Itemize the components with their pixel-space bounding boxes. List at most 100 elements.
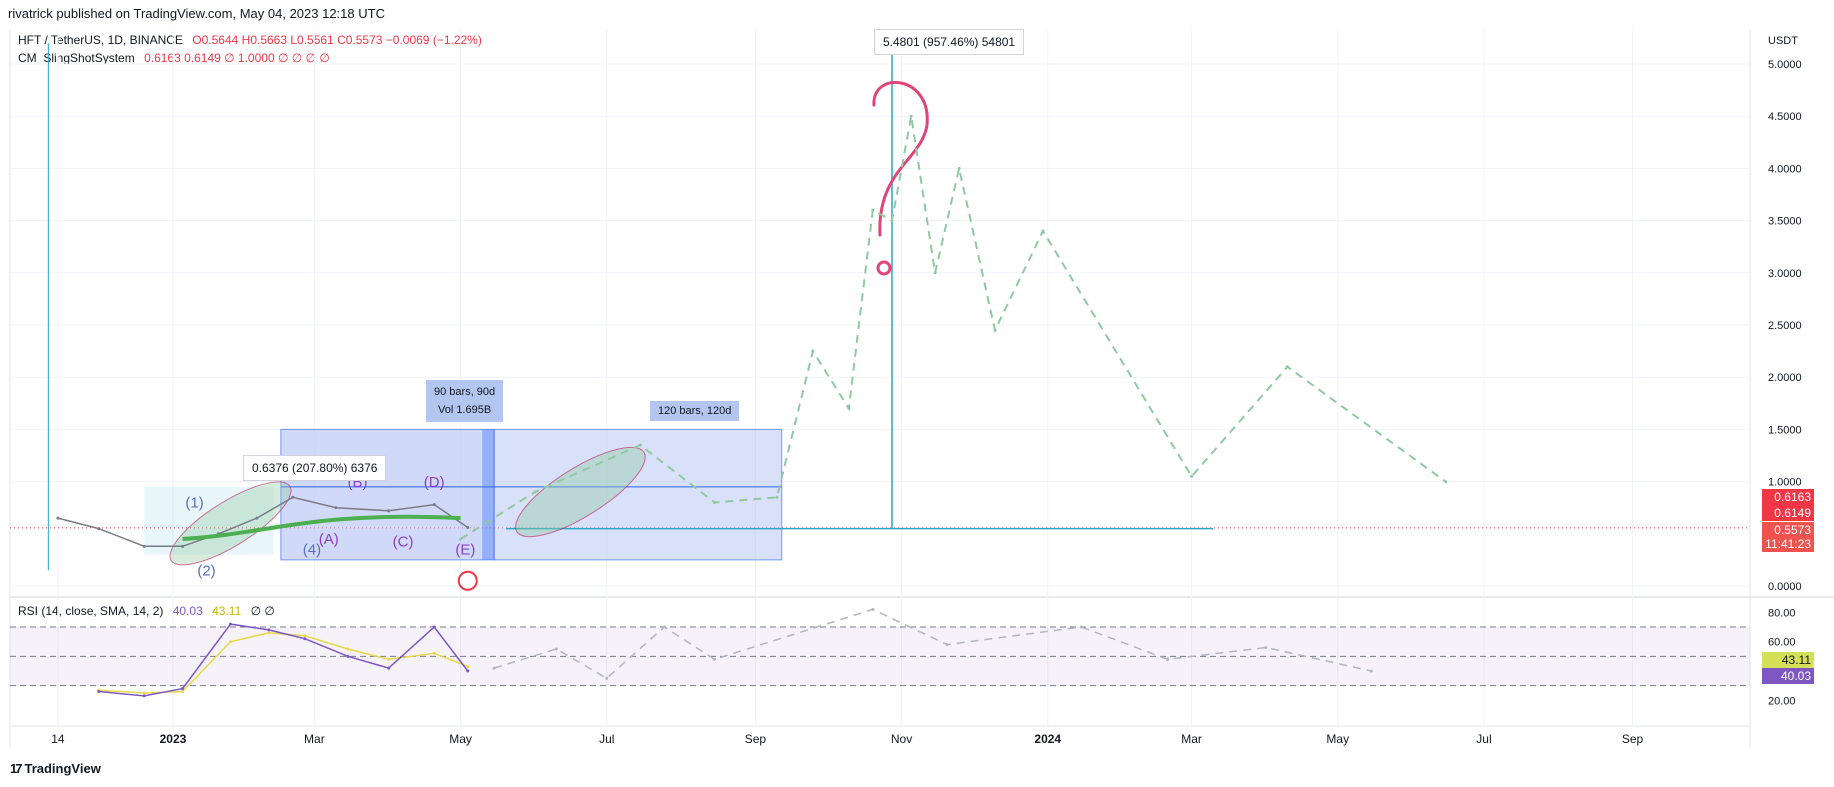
projection-point [1190, 474, 1194, 478]
rsi-point [228, 622, 232, 626]
rsi-point [303, 637, 307, 641]
y-tick-label: 4.0000 [1768, 163, 1802, 175]
projection-point [459, 537, 463, 541]
rsi-projection-point [492, 666, 496, 670]
rsi-projection-point [713, 657, 717, 661]
rsi-extra-values: ∅ ∅ [250, 604, 275, 618]
rsi-sma-value: 43.11 [212, 604, 242, 618]
wave-label: (D) [424, 474, 445, 491]
rsi-band [10, 626, 1750, 687]
price-point [387, 509, 391, 513]
projection-point [1444, 480, 1448, 484]
tradingview-logo[interactable]: 17 TradingView [10, 761, 101, 776]
sling-shot-ema [182, 514, 461, 542]
price-tag-last: 0.5573 11:41:23 [1762, 522, 1814, 552]
y-tick-label: 0.0000 [1768, 581, 1802, 593]
rsi-sma-point [142, 691, 146, 695]
rsi-sma-point [267, 631, 271, 635]
question-mark-dot [876, 260, 892, 276]
rsi-point [346, 654, 350, 658]
ohlc-values: O0.5644 H0.5663 L0.5561 C0.5573 −0.0069 … [192, 33, 482, 47]
indicator-title[interactable]: CM_SlingShotSystem [18, 51, 135, 65]
x-tick-label: Mar [304, 732, 325, 746]
symbol-title[interactable]: HFT / TetherUS, 1D, BINANCE [18, 33, 183, 47]
rsi-sma-point [228, 640, 232, 644]
brand-name: TradingView [24, 761, 101, 776]
rsi-projection-point [1166, 657, 1170, 661]
wave-label: (E) [455, 542, 475, 559]
projection-point [957, 166, 961, 170]
x-tick-label: Mar [1181, 732, 1202, 746]
projection-point [775, 495, 779, 499]
currency-label: USDT [1768, 35, 1798, 47]
rsi-title[interactable]: RSI (14, close, SMA, 14, 2) [18, 604, 164, 618]
rsi-point [142, 694, 146, 698]
rsi-projection-point [662, 625, 666, 629]
projection-point [993, 328, 997, 332]
indicator-values: 0.6163 0.6149 ∅ 1.0000 ∅ ∅ ∅ ∅ [144, 51, 330, 65]
x-tick-label: Sep [1622, 732, 1644, 746]
price-point [97, 527, 101, 531]
x-tick-label: Jul [599, 732, 614, 746]
projection-point [811, 349, 815, 353]
y-tick-label: 3.5000 [1768, 216, 1802, 228]
rsi-projection-point [1079, 625, 1083, 629]
rsi-projection-point [1369, 669, 1373, 673]
indicator-legend[interactable]: CM_SlingShotSystem 0.6163 0.6149 ∅ 1.000… [18, 51, 330, 65]
price-point [56, 516, 60, 520]
tradingview-mark-icon: 17 [10, 761, 23, 776]
x-tick-label: May [449, 732, 472, 746]
rsi-tick-label: 20.00 [1768, 695, 1796, 707]
rsi-tick-label: 60.00 [1768, 637, 1796, 649]
series-layer [56, 114, 1448, 698]
drawings-layer [10, 43, 1750, 571]
publisher-line: rivatrick published on TradingView.com, … [8, 6, 385, 21]
price-tag-sling-fast: 0.6163 [1762, 489, 1814, 505]
rsi-projection-point [1264, 646, 1268, 650]
ellipse-left [169, 481, 292, 566]
price-point [466, 526, 470, 530]
range-label-90: 90 bars, 90d Vol 1.695B [426, 380, 504, 422]
price-point [291, 495, 295, 499]
rsi-point [466, 669, 470, 673]
wave-label: (2) [197, 563, 215, 580]
price-point [181, 544, 185, 548]
wave-label: (4) [303, 542, 321, 559]
rsi-sma-point [466, 664, 470, 668]
projection-point [638, 443, 642, 447]
price-point [334, 506, 338, 510]
x-tick-label: 14 [51, 732, 65, 746]
rsi-point [387, 666, 391, 670]
rsi-tag: 40.03 [1762, 668, 1814, 684]
x-tick-label: 2024 [1034, 732, 1061, 746]
projection-point [713, 500, 717, 504]
measure-label-top: 5.4801 (957.46%) 54801 [874, 29, 1025, 55]
rsi-sma-tag: 43.11 [1762, 652, 1814, 668]
rsi-sma-point [181, 690, 185, 694]
projection-point [1041, 229, 1045, 233]
us-flag-event-icon [457, 570, 478, 591]
rsi-point [267, 628, 271, 632]
wave-label: (1) [185, 495, 203, 512]
range-divider [482, 429, 495, 560]
projection-point [871, 208, 875, 212]
rsi-legend[interactable]: RSI (14, close, SMA, 14, 2) 40.03 43.11 … [18, 604, 275, 618]
last-price: 0.5573 [1774, 523, 1811, 537]
rsi-projection-point [871, 607, 875, 611]
price-point [255, 516, 259, 520]
range-box-120 [493, 428, 783, 561]
rsi-projection-point [945, 643, 949, 647]
measure-label-left: 0.6376 (207.80%) 6376 [243, 455, 387, 481]
rsi-sma-point [303, 634, 307, 638]
symbol-legend[interactable]: HFT / TetherUS, 1D, BINANCE O0.5644 H0.5… [18, 33, 482, 47]
projection-point [890, 219, 894, 223]
price-tag-sling-slow: 0.6149 [1762, 505, 1814, 521]
y-tick-label: 1.5000 [1768, 424, 1802, 436]
axis-ticks: USDT 5.0000 4.5000 4.0000 3.5000 3.0000 2.5000… [51, 35, 1801, 746]
x-tick-label: Nov [891, 732, 912, 746]
rsi-sma-point [346, 647, 350, 651]
price-point [142, 544, 146, 548]
wave-label: (C) [393, 533, 414, 550]
rsi-point [97, 690, 101, 694]
